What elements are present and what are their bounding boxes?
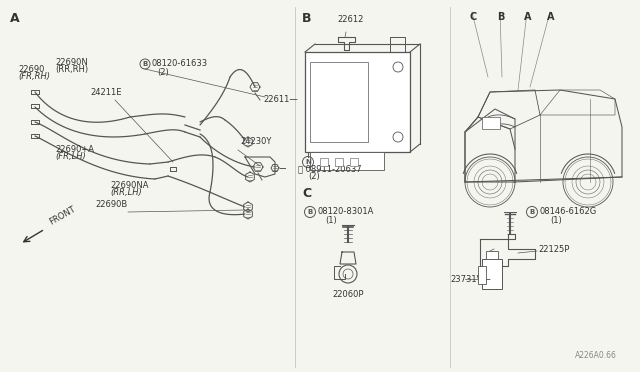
Text: B: B: [529, 209, 534, 215]
Text: C: C: [302, 187, 311, 200]
Text: (2): (2): [157, 67, 169, 77]
Text: (RR,LH): (RR,LH): [110, 188, 141, 197]
Bar: [478, 266, 486, 284]
Text: FRONT: FRONT: [48, 205, 77, 227]
Text: 22612: 22612: [337, 15, 364, 24]
Text: 22125P: 22125P: [538, 244, 570, 253]
Bar: [305, 52, 410, 152]
Text: B: B: [307, 209, 312, 215]
Text: A: A: [547, 12, 554, 22]
Text: A: A: [524, 12, 531, 22]
Bar: [335, 158, 343, 166]
Text: Ⓝ 08911-20637: Ⓝ 08911-20637: [298, 164, 362, 173]
Text: (FR,LH): (FR,LH): [55, 152, 86, 161]
Text: B: B: [302, 12, 312, 25]
Text: 24230Y: 24230Y: [240, 138, 271, 147]
Text: 08120-61633: 08120-61633: [152, 60, 208, 68]
Text: 23731V—: 23731V—: [450, 275, 491, 283]
Text: 22690NA: 22690NA: [110, 181, 148, 190]
Text: 22690N: 22690N: [55, 58, 88, 67]
Text: (2): (2): [308, 172, 320, 181]
Text: 22060P: 22060P: [332, 290, 364, 299]
Text: 22690B: 22690B: [95, 200, 127, 209]
Text: 24211E: 24211E: [90, 88, 122, 97]
Bar: [320, 158, 328, 166]
Text: (1): (1): [325, 215, 337, 224]
Text: 22690+A: 22690+A: [55, 145, 94, 154]
Text: (RR,RH): (RR,RH): [55, 65, 88, 74]
Text: A: A: [10, 12, 20, 25]
Text: (FR,RH): (FR,RH): [18, 72, 50, 81]
Text: (1): (1): [550, 215, 562, 224]
Bar: [350, 158, 358, 166]
Text: 22611—: 22611—: [263, 96, 298, 105]
Text: N: N: [305, 159, 311, 165]
Text: B: B: [497, 12, 504, 22]
Bar: [482, 259, 502, 289]
Text: C: C: [470, 12, 477, 22]
Text: 08120-8301A: 08120-8301A: [317, 208, 373, 217]
Text: B: B: [142, 61, 148, 67]
Text: 08146-6162G: 08146-6162G: [539, 208, 596, 217]
Bar: [486, 251, 498, 259]
Text: 22690: 22690: [18, 65, 44, 74]
Bar: [482, 117, 500, 129]
Bar: [310, 62, 368, 142]
Bar: [310, 152, 383, 170]
Text: A226A0.66: A226A0.66: [575, 351, 617, 360]
